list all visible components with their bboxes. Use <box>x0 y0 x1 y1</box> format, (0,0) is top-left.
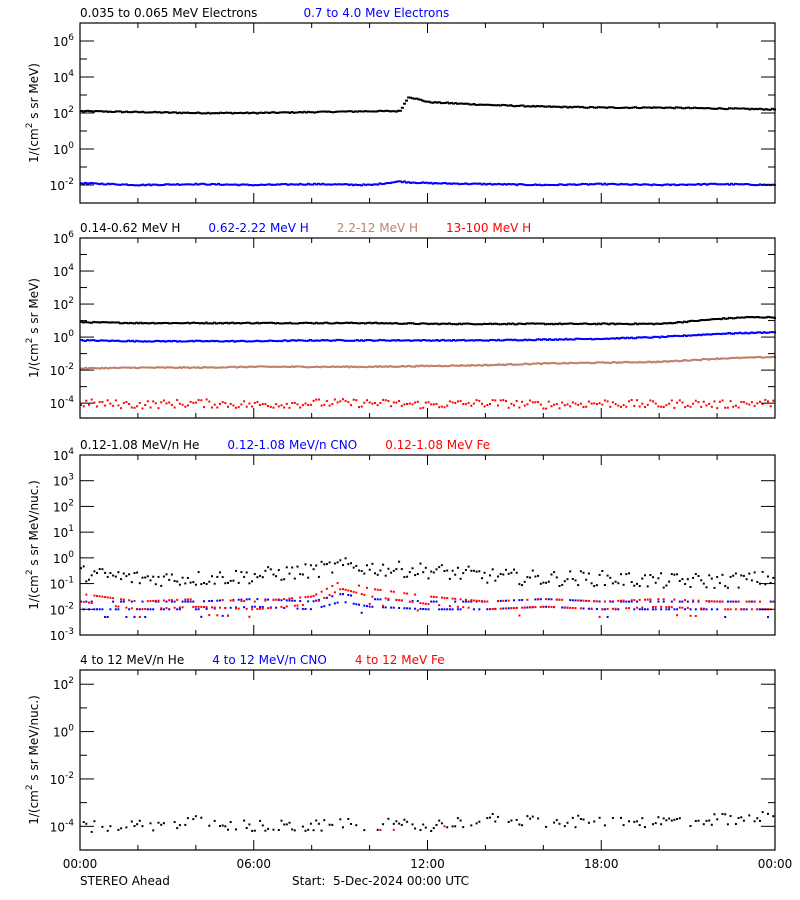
series-2-2-12-mev-h <box>80 355 776 370</box>
y-axis-label: 1/(cm2 s sr MeV/nuc.) <box>25 480 41 610</box>
x-tick-label: 12:00 <box>410 857 445 871</box>
panel-2: 0.14-0.62 MeV H 0.62-2.22 MeV H 2.2-12 MeV… <box>25 221 776 419</box>
series-13-100-mev-h <box>80 398 775 410</box>
y-tick-label: 10-4 <box>50 395 75 411</box>
y-tick-label: 103 <box>53 473 74 489</box>
y-axis-label: 1/(cm2 s sr MeV) <box>25 278 41 378</box>
legend-entry: 2.2-12 MeV H <box>337 221 418 235</box>
series-0-62-2-22-mev-h <box>80 331 776 343</box>
legend-entry: 0.14-0.62 MeV H <box>80 221 180 235</box>
y-tick-label: 100 <box>53 141 74 157</box>
y-tick-label: 100 <box>53 550 74 566</box>
y-tick-label: 104 <box>53 447 74 463</box>
y-tick-label: 100 <box>53 329 74 345</box>
y-axis-label: 1/(cm2 s sr MeV) <box>25 63 41 163</box>
series-0-14-0-62-mev-h <box>80 315 776 326</box>
y-tick-label: 10-3 <box>50 627 74 643</box>
y-tick-label: 104 <box>53 69 74 85</box>
series-4-to-12-mev-fe <box>379 825 446 831</box>
x-axis-labels: 00:00 06:00 12:00 18:00 00:00 <box>63 857 793 871</box>
series-0-7-to-4-0-mev-electrons <box>80 180 776 187</box>
plot-frame <box>79 237 776 419</box>
x-tick-label: 00:00 <box>758 857 793 871</box>
series-4-to-12-mev-n-he <box>82 811 775 833</box>
y-tick-label: 10-2 <box>50 771 74 787</box>
y-tick-label: 106 <box>53 33 74 49</box>
y-tick-label: 102 <box>53 296 74 312</box>
y-tick-label: 102 <box>53 498 74 514</box>
panel-1: 0.035 to 0.065 MeV Electrons 0.7 to 4.0 M… <box>25 6 776 204</box>
y-tick-label: 100 <box>53 724 74 740</box>
y-axis-label: 1/(cm2 s sr MeV/nuc.) <box>25 695 41 825</box>
panel-4: 4 to 12 MeV/n He 4 to 12 MeV/n CNO 4 to 12… <box>25 653 776 851</box>
y-tick-label: 106 <box>53 230 74 246</box>
legend-entry: 4 to 12 MeV/n He <box>80 653 184 667</box>
legend-entry: 13-100 MeV H <box>446 221 531 235</box>
plot-frame <box>79 669 776 851</box>
y-tick-label: 104 <box>53 263 74 279</box>
y-tick-label: 102 <box>53 676 74 692</box>
legend-entry: 0.035 to 0.065 MeV Electrons <box>80 6 257 20</box>
legend-entry: 0.12-1.08 MeV/n CNO <box>227 438 357 452</box>
x-tick-label: 00:00 <box>63 857 98 871</box>
y-tick-label: 102 <box>53 105 74 121</box>
legend-entry: 0.7 to 4.0 Mev Electrons <box>303 6 449 20</box>
series-0-12-1-08-mev-n-he <box>80 557 775 589</box>
x-tick-label: 06:00 <box>236 857 271 871</box>
legend-entry: 0.62-2.22 MeV H <box>208 221 308 235</box>
y-tick-label: 10-4 <box>50 818 75 834</box>
series-0-12-1-08-mev-fe <box>80 582 775 618</box>
legend-entry: 4 to 12 MeV/n CNO <box>212 653 327 667</box>
legend-entry: 0.12-1.08 MeV Fe <box>385 438 490 452</box>
series-0-035-to-0-065-mev-electrons <box>80 96 776 115</box>
legend-entry: 0.12-1.08 MeV/n He <box>80 438 199 452</box>
y-tick-label: 10-2 <box>50 601 74 617</box>
y-tick-label: 10-1 <box>50 576 74 592</box>
y-tick-label: 10-2 <box>50 177 74 193</box>
series-0-12-1-08-mev-n-cno <box>80 593 775 618</box>
x-tick-label: 18:00 <box>584 857 619 871</box>
y-tick-label: 10-2 <box>50 362 74 378</box>
legend-entry: 4 to 12 MeV Fe <box>355 653 445 667</box>
y-tick-label: 101 <box>53 524 74 540</box>
panel-3: 0.12-1.08 MeV/n He 0.12-1.08 MeV/n CNO 0.1… <box>25 438 776 643</box>
plot-frame <box>79 454 776 636</box>
